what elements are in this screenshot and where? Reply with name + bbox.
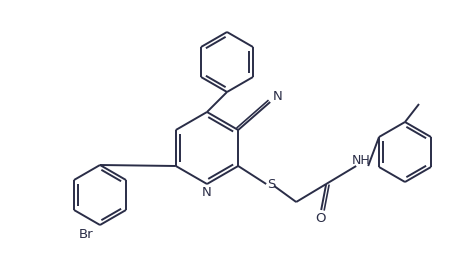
Text: N: N xyxy=(272,89,282,103)
Text: NH: NH xyxy=(352,154,371,167)
Text: O: O xyxy=(315,211,325,224)
Text: Br: Br xyxy=(79,228,93,241)
Text: N: N xyxy=(202,187,212,200)
Text: S: S xyxy=(267,178,275,191)
